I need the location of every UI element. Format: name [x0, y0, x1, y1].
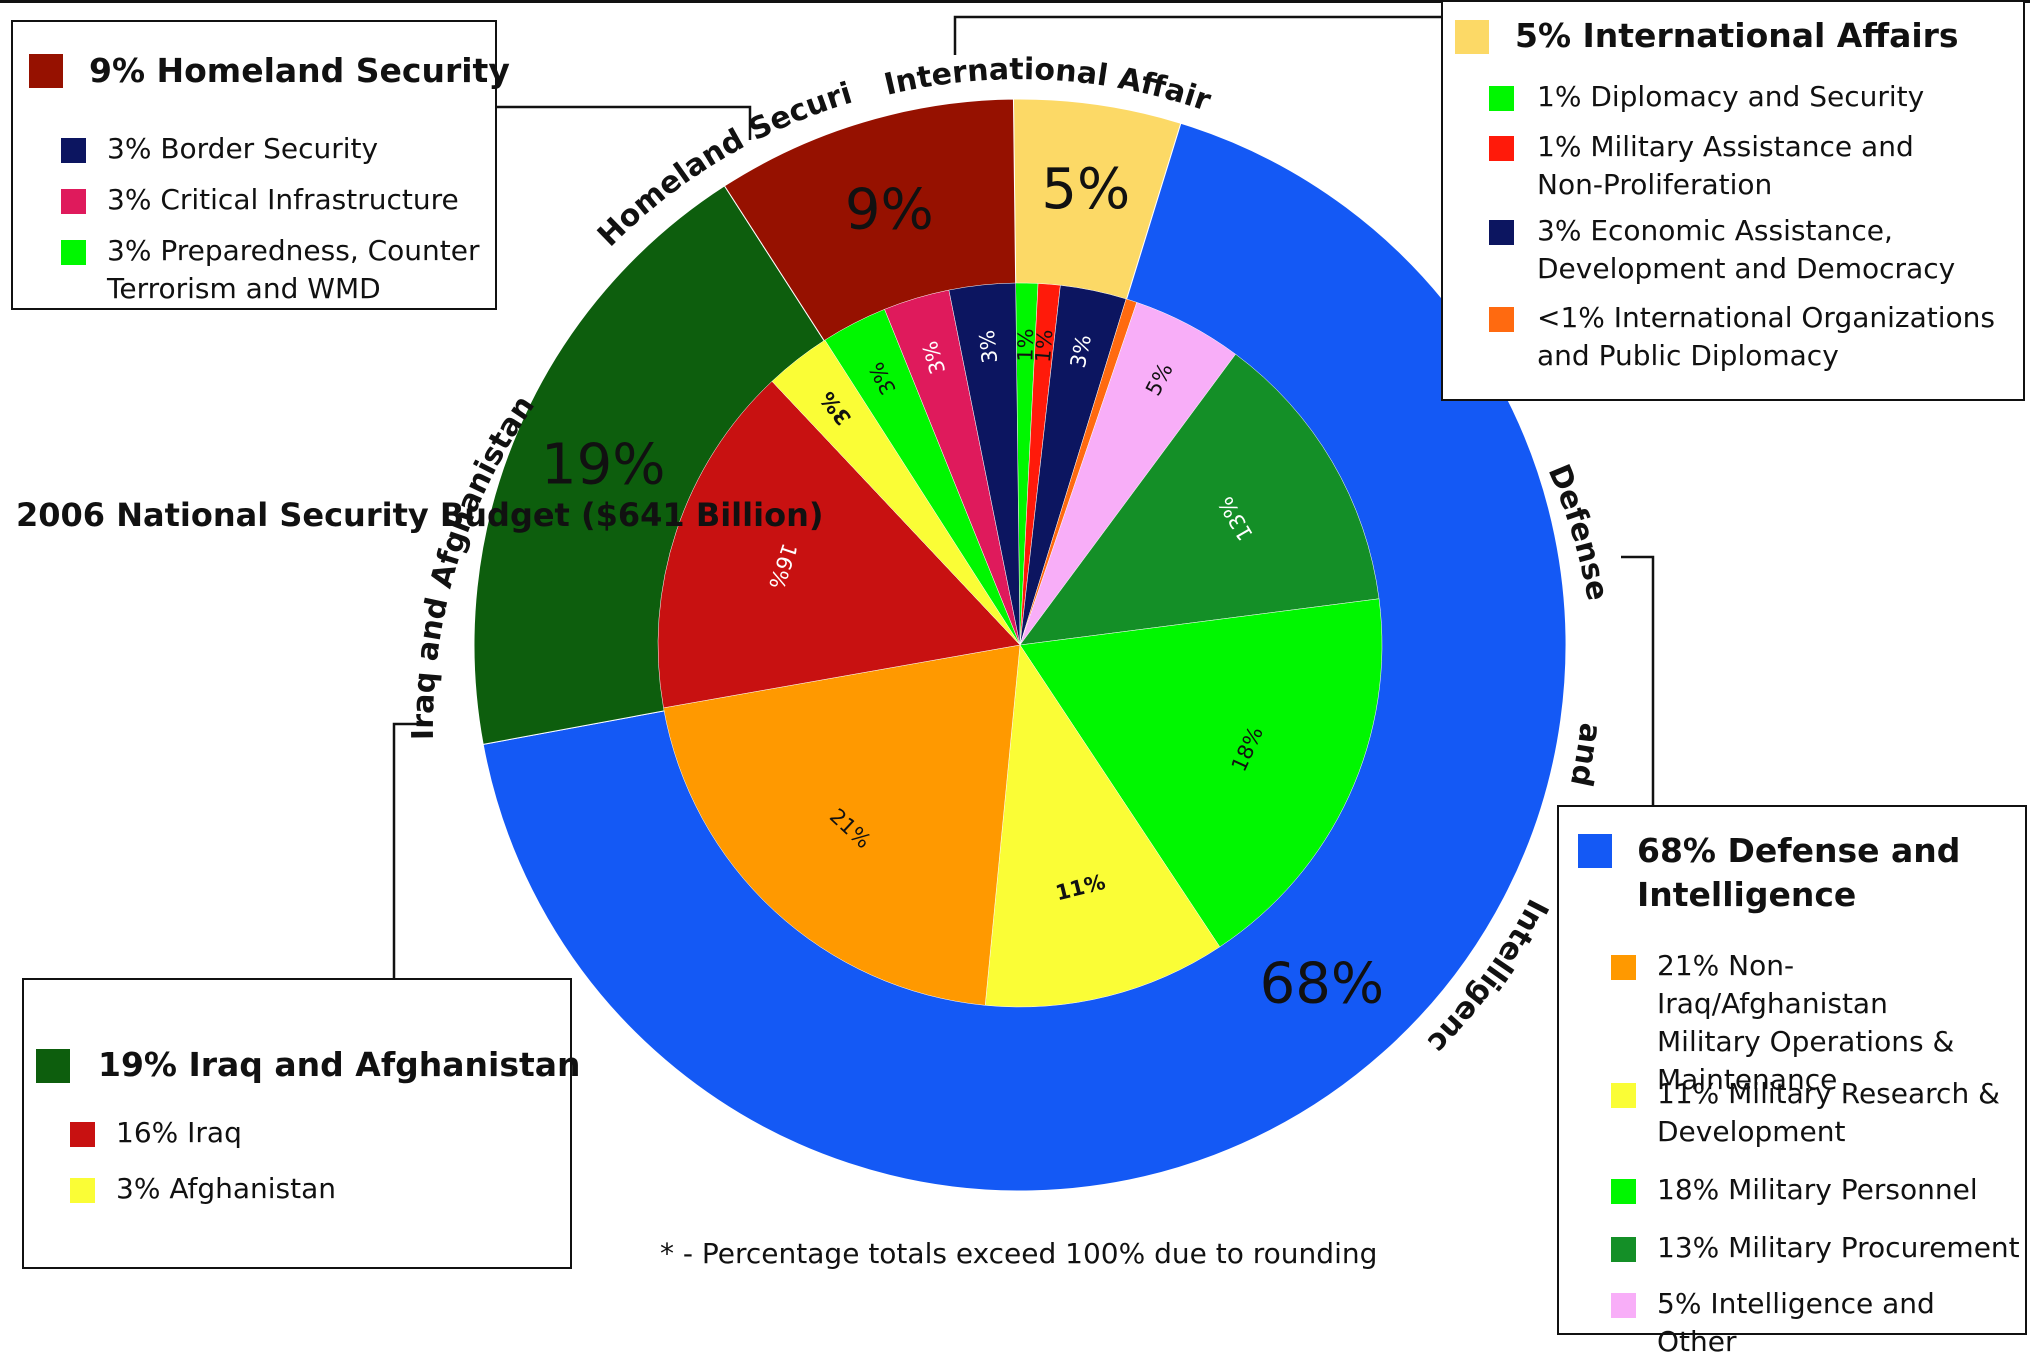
outer-label-iraq-and-afghanistan: 19%	[541, 432, 665, 497]
connector-defense	[1621, 555, 1655, 805]
inner-slice-border-security	[948, 282, 1021, 646]
legend-swatch	[1489, 307, 1514, 332]
legend-item-research-development: 11% Military Research & Development	[1611, 1075, 2023, 1151]
legend-defense-intelligence: 68% Defense and Intelligence 21% Non-Ira…	[1557, 805, 2027, 1358]
legend-swatch	[1611, 1083, 1636, 1108]
legend-homeland-swatch	[29, 54, 63, 88]
legend-international-swatch	[1455, 20, 1489, 54]
legend-item-preparedness: 3% Preparedness, Counter Terrorism and W…	[61, 232, 491, 308]
legend-homeland-title: 9% Homeland Security	[89, 51, 510, 90]
inner-slice-iraq	[657, 380, 1021, 709]
inner-slice-non-iraq-afghanistan-military-operations-maintenance	[663, 644, 1021, 1006]
connector-international	[953, 15, 1442, 55]
legend-connectors	[392, 15, 1655, 978]
legend-item-iraq: 16% Iraq	[70, 1114, 550, 1152]
ring-label-and: and	[1563, 721, 1608, 790]
legend-international-affairs: 5% International Affairs 1% Diplomacy an…	[1441, 0, 2025, 401]
legend-swatch	[70, 1178, 95, 1203]
legend-swatch	[61, 189, 86, 214]
legend-swatch	[1611, 1237, 1636, 1262]
outer-label-international-affairs: 5%	[1041, 157, 1130, 222]
legend-homeland-security: 9% Homeland Security 3% Border Security …	[11, 20, 510, 310]
inner-slice-military-personnel	[1019, 598, 1383, 948]
legend-item-international-organizations: <1% International Organizations and Publ…	[1489, 299, 2019, 375]
inner-label-border-security: 3%	[975, 329, 1002, 365]
inner-label-diplomacy-and-security: 1%	[1013, 328, 1038, 362]
legend-swatch	[1489, 220, 1514, 245]
legend-swatch	[1611, 1179, 1636, 1204]
footnote: * - Percentage totals exceed 100% due to…	[660, 1237, 1378, 1270]
legend-swatch	[1611, 1293, 1636, 1318]
legend-swatch	[1489, 136, 1514, 161]
inner-slice-military-research-development	[984, 644, 1221, 1008]
outer-label-homeland-security: 9%	[845, 178, 934, 243]
legend-swatch	[70, 1122, 95, 1147]
inner-pie	[657, 282, 1383, 1008]
legend-item-military-assistance: 1% Military Assistance and Non-Prolifera…	[1489, 128, 2019, 204]
outer-label-defense-and-intelligence: 68%	[1260, 952, 1384, 1017]
legend-item-military-procurement: 13% Military Procurement	[1611, 1229, 2023, 1267]
inner-slice-military-procurement	[1019, 353, 1380, 646]
legend-item-military-personnel: 18% Military Personnel	[1611, 1171, 2023, 1209]
legend-swatch	[1489, 86, 1514, 111]
legend-item-economic-assistance: 3% Economic Assistance, Development and …	[1489, 212, 2019, 288]
legend-swatch	[1611, 955, 1636, 980]
chart-title: 2006 National Security Budget ($641 Bill…	[16, 496, 824, 534]
legend-swatch	[61, 138, 86, 163]
inner-label-military-assistance-and-non-proliferation: 1%	[1031, 328, 1058, 363]
legend-iraq-afghanistan: 19% Iraq and Afghanistan 16% Iraq 3% Afg…	[22, 978, 581, 1269]
legend-iraq-title: 19% Iraq and Afghanistan	[98, 1045, 581, 1084]
connector-iraq	[392, 722, 430, 978]
legend-item-diplomacy: 1% Diplomacy and Security	[1489, 78, 2019, 116]
legend-defense-swatch	[1578, 834, 1612, 868]
legend-iraq-swatch	[36, 1049, 70, 1083]
legend-item-intelligence-other: 5% Intelligence and Other	[1611, 1285, 2023, 1361]
legend-swatch	[61, 240, 86, 265]
legend-item-afghanistan: 3% Afghanistan	[70, 1170, 550, 1208]
connector-homeland	[496, 105, 752, 140]
legend-item-critical-infrastructure: 3% Critical Infrastructure	[61, 181, 481, 219]
legend-item-border-security: 3% Border Security	[61, 130, 481, 168]
legend-item-operations-maintenance: 21% Non-Iraq/Afghanistan Military Operat…	[1611, 947, 2023, 1099]
legend-international-title: 5% International Affairs	[1515, 16, 1959, 55]
legend-defense-title: 68% Defense and Intelligence	[1637, 831, 1961, 914]
